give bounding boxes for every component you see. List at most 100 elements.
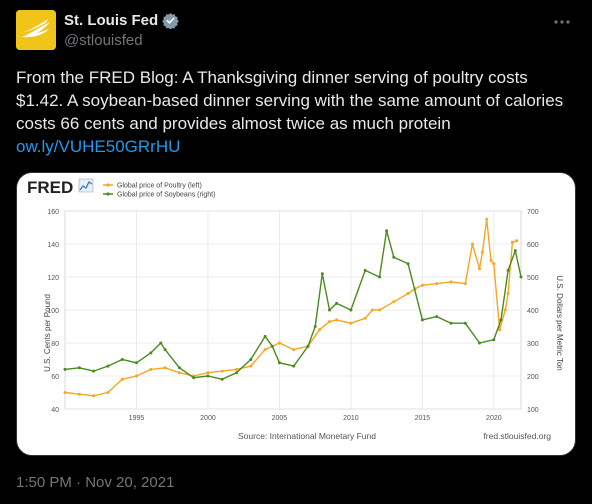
data-point: [363, 268, 367, 272]
data-point: [120, 377, 124, 381]
data-point: [292, 364, 296, 368]
data-point: [435, 282, 439, 286]
data-point: [313, 325, 317, 328]
data-point: [498, 328, 502, 332]
data-point: [306, 344, 310, 348]
legend-entry: Global price of Poultry (left): [117, 183, 202, 190]
display-name[interactable]: St. Louis Fed: [64, 12, 159, 29]
data-point: [406, 262, 410, 266]
left-tick-label: 40: [51, 407, 59, 414]
data-point: [270, 344, 274, 348]
data-point: [435, 315, 439, 319]
chart-grid: [64, 210, 522, 410]
x-tick-label: 2010: [343, 415, 359, 422]
data-point: [206, 371, 210, 375]
data-point: [63, 391, 67, 394]
eagle-logo-icon: [16, 10, 56, 50]
data-point: [499, 318, 503, 322]
chart-source: Source: International Monetary Fund: [238, 431, 376, 441]
data-point: [503, 308, 507, 312]
data-point: [392, 255, 396, 259]
data-point: [192, 376, 196, 380]
data-point: [335, 318, 339, 322]
legend-marker: [106, 183, 110, 187]
chart-lines: [63, 217, 523, 398]
data-point: [106, 364, 110, 368]
tweet-header: St. Louis Fed @stlouisfed: [16, 10, 576, 54]
data-point: [135, 374, 138, 378]
data-point: [206, 374, 210, 378]
fred-logo-icon: [78, 178, 94, 193]
avatar[interactable]: [16, 10, 56, 50]
data-point: [249, 364, 253, 368]
data-point: [463, 321, 467, 325]
x-tick-label: 2000: [200, 415, 216, 422]
data-point: [449, 321, 453, 325]
data-point: [515, 239, 519, 243]
data-point: [492, 338, 496, 342]
data-point: [277, 341, 281, 345]
data-point: [349, 321, 353, 325]
left-axis: 40 60 80 100 120 140 160: [47, 209, 59, 414]
chart-image[interactable]: 40 60 80 100 120 140 160 100 200 300 400 500 600 700…: [16, 172, 576, 456]
data-point: [478, 267, 481, 271]
data-point: [420, 318, 424, 322]
data-point: [513, 249, 517, 253]
data-point: [489, 259, 493, 262]
data-point: [378, 275, 381, 279]
data-point: [320, 272, 324, 276]
handle[interactable]: @stlouisfed: [64, 32, 143, 49]
data-point: [317, 328, 321, 332]
data-point: [77, 392, 81, 396]
data-point: [485, 217, 489, 221]
x-tick-label: 2005: [272, 415, 288, 422]
data-point: [77, 366, 81, 370]
data-point: [506, 292, 510, 295]
data-point: [406, 292, 410, 295]
data-point: [463, 282, 467, 286]
data-point: [135, 361, 138, 365]
tweet-text: From the FRED Blog: A Thanksgiving dinne…: [16, 68, 564, 133]
data-point: [363, 316, 367, 320]
left-tick-label: 80: [51, 341, 59, 348]
data-point: [506, 268, 510, 272]
chart-site: fred.stlouisfed.org: [483, 431, 551, 441]
right-tick-label: 300: [527, 341, 539, 348]
left-axis-label: U.S. Cents per Pound: [43, 294, 52, 372]
data-point: [220, 369, 224, 373]
legend-marker: [106, 192, 110, 196]
data-point: [392, 300, 396, 304]
data-point: [249, 358, 253, 361]
fred-chart: 40 60 80 100 120 140 160 100 200 300 400 500 600 700…: [27, 178, 564, 441]
data-point: [449, 280, 453, 284]
more-options-icon[interactable]: [550, 10, 574, 34]
data-point: [149, 351, 153, 355]
left-tick-label: 160: [47, 209, 59, 216]
name-row: St. Louis Fed: [64, 12, 179, 29]
right-tick-label: 400: [527, 308, 539, 315]
data-point: [92, 394, 96, 398]
data-point: [335, 301, 339, 305]
data-point: [277, 361, 281, 365]
data-point: [163, 366, 167, 370]
data-point: [235, 367, 238, 371]
data-point: [370, 308, 374, 312]
data-point: [478, 341, 481, 345]
left-tick-label: 140: [47, 242, 59, 249]
data-point: [63, 367, 67, 371]
data-point: [378, 308, 381, 312]
data-point: [106, 391, 110, 394]
data-point: [492, 262, 496, 266]
tweet-link[interactable]: ow.ly/VUHE50GRrHU: [16, 137, 181, 156]
data-point: [328, 308, 331, 312]
data-point: [220, 377, 224, 381]
right-axis-label: U.S. Dollars per Metric Ton: [555, 275, 564, 370]
chart-legend: Global price of Poultry (left) Global pri…: [103, 183, 215, 199]
right-tick-label: 500: [527, 275, 539, 282]
tweet-timestamp[interactable]: 1:50 PM · Nov 20, 2021: [16, 474, 175, 491]
x-tick-label: 1995: [129, 415, 145, 422]
data-point: [470, 242, 474, 246]
data-point: [328, 320, 331, 324]
left-tick-label: 60: [51, 374, 59, 381]
data-point: [92, 369, 96, 373]
